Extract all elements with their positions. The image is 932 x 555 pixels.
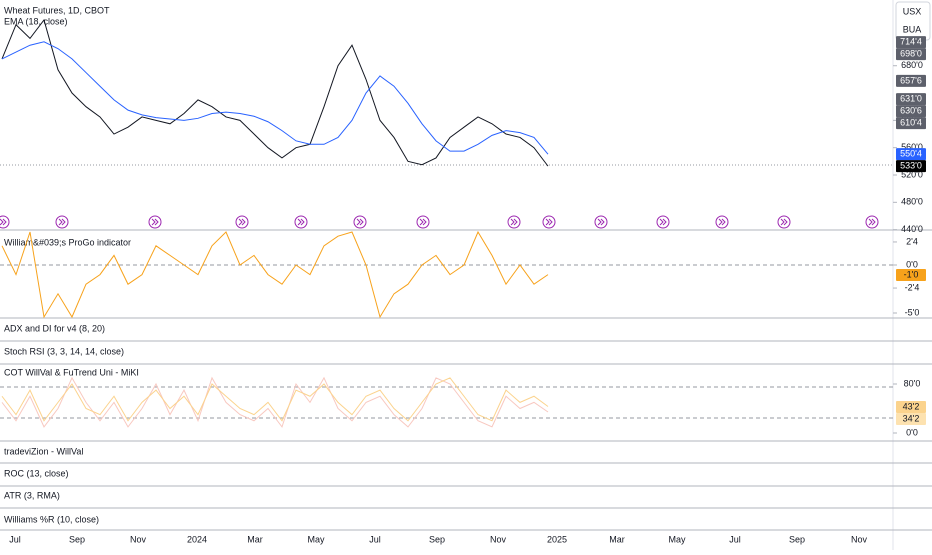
price-tag-label: -1'0 bbox=[904, 269, 919, 279]
event-icon-glyph bbox=[419, 218, 427, 226]
price-tag-label: 533'0 bbox=[900, 161, 922, 171]
event-icon-glyph bbox=[718, 218, 726, 226]
price-axis-label: 480'0 bbox=[901, 197, 923, 207]
pane-label[interactable]: Stoch RSI (3, 3, 14, 14, close) bbox=[4, 346, 124, 356]
price-tag bbox=[896, 401, 926, 413]
event-icon-glyph bbox=[58, 218, 66, 226]
event-icon-glyph bbox=[597, 218, 605, 226]
price-axis-label: -2'4 bbox=[905, 282, 920, 292]
event-icon-glyph bbox=[356, 218, 364, 226]
event-icon-glyph bbox=[510, 218, 518, 226]
price-axis-label: 0'0 bbox=[906, 427, 918, 437]
price-line bbox=[1, 18, 549, 167]
symbol: BUA bbox=[903, 24, 922, 34]
cot-line bbox=[1, 377, 549, 422]
ema-line bbox=[1, 41, 549, 155]
price-tag-label: 631'0 bbox=[900, 94, 922, 104]
pane-label[interactable]: ROC (13, close) bbox=[4, 468, 69, 478]
price-tag bbox=[896, 269, 926, 281]
price-tag-label: 630'6 bbox=[900, 106, 922, 116]
event-icon-glyph bbox=[780, 218, 788, 226]
price-axis-label: -5'0 bbox=[905, 307, 920, 317]
pane-label[interactable]: William&#039;s ProGo indicator bbox=[4, 237, 131, 247]
price-tag-label: 698'0 bbox=[900, 49, 922, 59]
pane-label[interactable]: ATR (3, RMA) bbox=[4, 490, 60, 500]
price-axis-label: 440'0 bbox=[901, 224, 923, 234]
price-tag bbox=[896, 93, 926, 106]
indicator-label[interactable]: EMA (18, close) bbox=[4, 16, 68, 26]
price-tag bbox=[896, 74, 926, 87]
event-icon-glyph bbox=[0, 218, 7, 226]
symbol: USX bbox=[903, 6, 922, 16]
price-tag bbox=[896, 117, 926, 130]
chart-title[interactable]: Wheat Futures, 1D, CBOT bbox=[4, 5, 110, 15]
event-icon-glyph bbox=[238, 218, 246, 226]
price-tag-label: 714'4 bbox=[900, 37, 922, 47]
time-axis-label: Sep bbox=[429, 534, 445, 544]
price-tag bbox=[896, 160, 926, 173]
price-tag-label: 610'4 bbox=[900, 118, 922, 128]
price-tag-label: 550'4 bbox=[900, 149, 922, 159]
pane-label[interactable]: tradeviZion - WillVal bbox=[4, 446, 83, 456]
price-axis-label: 680'0 bbox=[901, 60, 923, 70]
price-axis-label: 80'0 bbox=[904, 378, 921, 388]
time-axis-label: May bbox=[668, 534, 686, 544]
time-axis-label: Sep bbox=[69, 534, 85, 544]
time-axis-label: Mar bbox=[247, 534, 263, 544]
time-axis-label: Nov bbox=[130, 534, 147, 544]
time-axis-label: Jul bbox=[369, 534, 381, 544]
price-axis-label: 520'0 bbox=[901, 169, 923, 179]
price-tag-label: 657'6 bbox=[900, 75, 922, 85]
price-tag bbox=[896, 48, 926, 61]
time-axis-label: Nov bbox=[851, 534, 868, 544]
event-icon-glyph bbox=[659, 218, 667, 226]
price-axis-label: 0'0 bbox=[906, 259, 918, 269]
price-tag-label: 43'2 bbox=[903, 401, 920, 411]
event-icon-glyph bbox=[545, 218, 553, 226]
pane-label[interactable]: Williams %R (10, close) bbox=[4, 514, 99, 524]
pane-label[interactable]: ADX and DI for v4 (8, 20) bbox=[4, 323, 105, 333]
time-axis-label: 2024 bbox=[187, 534, 207, 544]
time-axis-label: 2025 bbox=[547, 534, 567, 544]
price-tag bbox=[896, 105, 926, 118]
event-icon-glyph bbox=[151, 218, 159, 226]
time-axis-label: Nov bbox=[490, 534, 507, 544]
pane-label[interactable]: COT WillVal & FuTrend Uni - MiKI bbox=[4, 367, 139, 377]
time-axis-label: Mar bbox=[609, 534, 625, 544]
event-icon[interactable] bbox=[0, 215, 10, 229]
price-axis-label: 560'0 bbox=[901, 142, 923, 152]
price-axis-label: 2'4 bbox=[906, 236, 918, 246]
price-tag bbox=[896, 148, 926, 161]
event-icon-glyph bbox=[297, 218, 305, 226]
oscillator-line bbox=[1, 230, 549, 319]
price-tag-label: 34'2 bbox=[903, 413, 920, 423]
price-tag bbox=[896, 36, 926, 49]
event-icon-glyph bbox=[868, 218, 876, 226]
time-axis-label: Jul bbox=[729, 534, 741, 544]
time-axis-label: May bbox=[307, 534, 325, 544]
time-axis-label: Sep bbox=[789, 534, 805, 544]
price-tag bbox=[896, 413, 926, 425]
time-axis-label: Jul bbox=[9, 534, 21, 544]
